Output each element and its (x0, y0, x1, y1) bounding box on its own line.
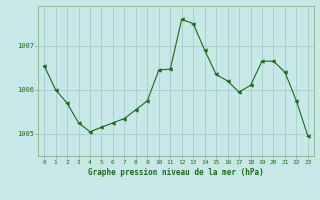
X-axis label: Graphe pression niveau de la mer (hPa): Graphe pression niveau de la mer (hPa) (88, 168, 264, 177)
